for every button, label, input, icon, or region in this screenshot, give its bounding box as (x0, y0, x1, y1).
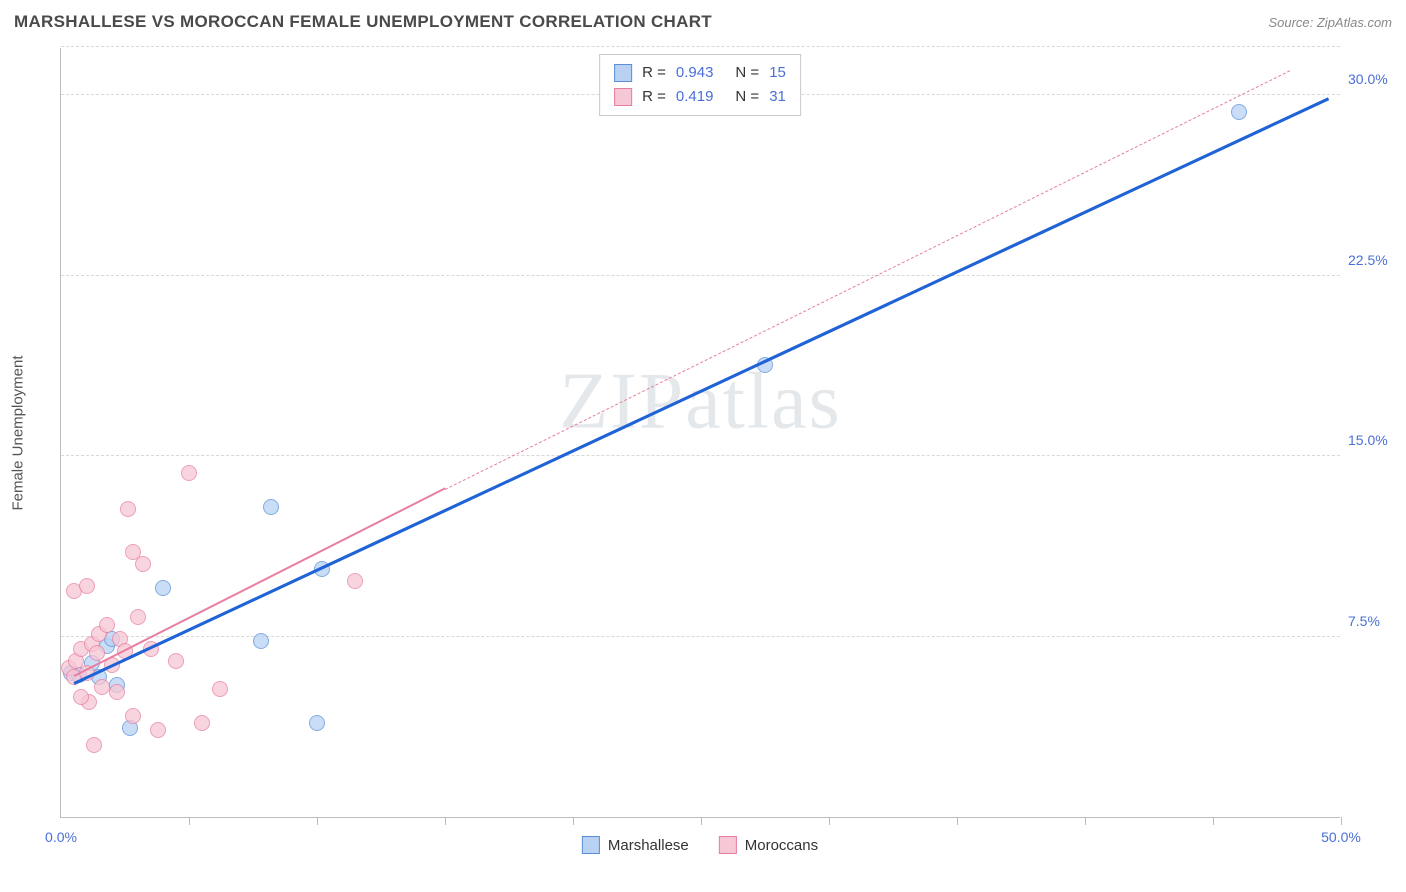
data-point (263, 499, 279, 515)
data-point (94, 679, 110, 695)
data-point (309, 715, 325, 731)
y-tick-label: 15.0% (1348, 432, 1398, 448)
stat-r-label: R = (642, 61, 666, 85)
data-point (347, 573, 363, 589)
gridline (61, 275, 1340, 276)
x-tick (1085, 817, 1086, 825)
data-point (79, 578, 95, 594)
y-axis-label: Female Unemployment (10, 355, 27, 510)
data-point (1231, 104, 1247, 120)
data-point (253, 633, 269, 649)
legend-item: Marshallese (582, 836, 689, 854)
data-point (130, 609, 146, 625)
y-tick-label: 7.5% (1348, 613, 1398, 629)
legend-swatch (719, 836, 737, 854)
stat-r-value: 0.943 (676, 61, 714, 85)
data-point (86, 737, 102, 753)
stat-r-label: R = (642, 85, 666, 109)
x-tick (701, 817, 702, 825)
x-tick (1213, 817, 1214, 825)
legend-item: Moroccans (719, 836, 818, 854)
bottom-legend: Marshallese Moroccans (582, 836, 818, 854)
trend-line (73, 98, 1328, 685)
plot-area: ZIPatlas 7.5%15.0%22.5%30.0%0.0%50.0% (60, 48, 1340, 818)
data-point (150, 722, 166, 738)
data-point (181, 465, 197, 481)
source-label: Source: ZipAtlas.com (1268, 15, 1392, 30)
x-tick (445, 817, 446, 825)
y-tick-label: 22.5% (1348, 252, 1398, 268)
stats-legend-box: R = 0.943 N = 15 R = 0.419 N = 31 (599, 54, 801, 116)
data-point (155, 580, 171, 596)
stat-n-label: N = (735, 61, 759, 85)
plot-container: ZIPatlas 7.5%15.0%22.5%30.0%0.0%50.0% Fe… (60, 48, 1340, 818)
legend-label: Marshallese (608, 837, 689, 854)
x-tick (573, 817, 574, 825)
data-point (99, 617, 115, 633)
x-tick-label: 50.0% (1321, 829, 1361, 845)
data-point (212, 681, 228, 697)
x-tick (829, 817, 830, 825)
x-tick-label: 0.0% (45, 829, 77, 845)
data-point (135, 556, 151, 572)
x-tick (189, 817, 190, 825)
data-point (194, 715, 210, 731)
trend-line (445, 70, 1290, 490)
data-point (125, 708, 141, 724)
legend-swatch (614, 88, 632, 106)
x-tick (957, 817, 958, 825)
gridline (61, 455, 1340, 456)
stats-row: R = 0.943 N = 15 (614, 61, 786, 85)
watermark: ZIPatlas (559, 356, 842, 447)
stat-n-label: N = (735, 85, 759, 109)
stat-n-value: 15 (769, 61, 786, 85)
stat-n-value: 31 (769, 85, 786, 109)
chart-title: MARSHALLESE VS MOROCCAN FEMALE UNEMPLOYM… (14, 12, 712, 32)
stats-row: R = 0.419 N = 31 (614, 85, 786, 109)
data-point (73, 689, 89, 705)
legend-swatch (582, 836, 600, 854)
data-point (120, 501, 136, 517)
data-point (109, 684, 125, 700)
legend-label: Moroccans (745, 837, 818, 854)
chart-header: MARSHALLESE VS MOROCCAN FEMALE UNEMPLOYM… (14, 12, 1392, 32)
data-point (89, 645, 105, 661)
y-tick-label: 30.0% (1348, 71, 1398, 87)
data-point (168, 653, 184, 669)
x-tick (1341, 817, 1342, 825)
legend-swatch (614, 64, 632, 82)
x-tick (317, 817, 318, 825)
stat-r-value: 0.419 (676, 85, 714, 109)
